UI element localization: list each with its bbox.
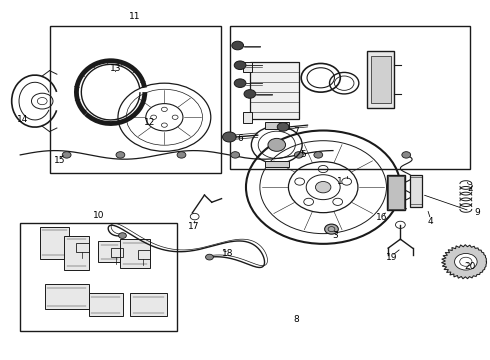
Circle shape [62, 152, 71, 158]
Bar [40, 226, 69, 259]
Text: 10: 10 [93, 211, 104, 220]
Bar [121, 239, 150, 268]
Bar [265, 161, 289, 167]
Text: 12: 12 [144, 118, 155, 127]
Circle shape [222, 132, 236, 142]
Text: 5: 5 [301, 150, 307, 159]
Bar [410, 175, 422, 207]
Circle shape [294, 152, 303, 158]
Bar [45, 284, 89, 309]
Text: 4: 4 [428, 217, 434, 226]
Circle shape [314, 152, 323, 158]
Bar [265, 122, 289, 129]
Text: 18: 18 [222, 249, 234, 258]
Bar [410, 177, 422, 204]
Circle shape [325, 224, 338, 234]
Text: 19: 19 [386, 253, 397, 262]
Bar [243, 62, 252, 72]
Bar [243, 112, 252, 123]
Text: 16: 16 [376, 213, 388, 222]
Circle shape [232, 41, 244, 50]
Bar [20, 223, 176, 330]
Circle shape [277, 123, 289, 131]
Circle shape [268, 138, 286, 151]
Text: 3: 3 [333, 231, 338, 240]
Bar [138, 250, 150, 259]
Circle shape [206, 254, 213, 260]
Text: 15: 15 [53, 156, 65, 165]
Bar [371, 56, 391, 103]
Bar [49, 26, 220, 173]
Text: 13: 13 [110, 64, 121, 73]
Text: 8: 8 [294, 315, 299, 324]
Circle shape [231, 152, 240, 158]
Text: 1: 1 [338, 177, 343, 186]
Bar [367, 51, 394, 108]
Text: 2: 2 [467, 184, 472, 193]
Bar [250, 62, 299, 119]
Circle shape [244, 90, 256, 98]
Text: 20: 20 [464, 262, 475, 271]
Text: 7: 7 [294, 127, 299, 136]
Circle shape [402, 152, 411, 158]
Bar [387, 175, 405, 211]
Circle shape [116, 152, 125, 158]
Bar [230, 26, 470, 169]
Text: 6: 6 [237, 134, 243, 143]
Circle shape [234, 61, 246, 69]
Bar [89, 293, 123, 316]
Circle shape [316, 181, 331, 193]
Circle shape [455, 253, 477, 270]
Text: 14: 14 [17, 114, 28, 123]
Bar [98, 241, 121, 262]
Text: 9: 9 [474, 208, 480, 217]
Polygon shape [441, 245, 487, 279]
Bar [76, 243, 89, 252]
Text: 11: 11 [129, 12, 141, 21]
Circle shape [119, 233, 126, 238]
Bar [64, 235, 89, 270]
Text: 17: 17 [188, 222, 199, 231]
Circle shape [177, 152, 186, 158]
Bar [388, 176, 404, 209]
Bar [130, 293, 167, 316]
Circle shape [234, 79, 246, 87]
Bar [111, 248, 123, 257]
